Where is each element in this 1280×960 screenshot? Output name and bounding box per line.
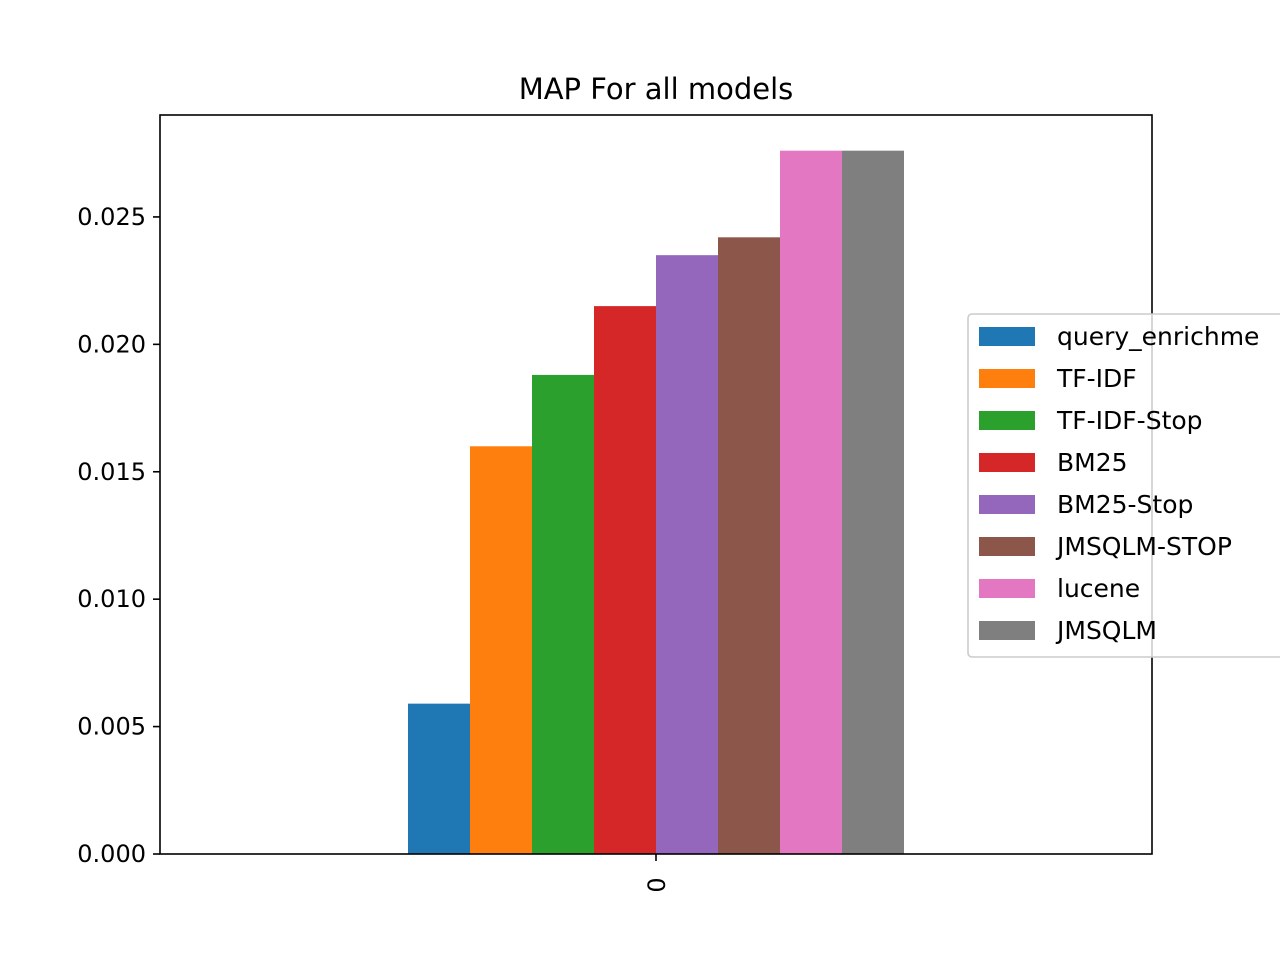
- legend-label-query-enrichme: query_enrichme: [1057, 322, 1259, 351]
- legend-swatch-bm25-stop: [979, 495, 1035, 514]
- y-tick-label: 0.000: [77, 840, 146, 868]
- legend-label-jmsqlm-stop: JMSQLM-STOP: [1055, 532, 1232, 561]
- legend-frame: [967, 313, 1280, 658]
- y-tick-label: 0.015: [77, 458, 146, 486]
- bar-jmsqlm-stop: [718, 237, 780, 854]
- y-tick-label: 0.005: [77, 713, 146, 741]
- y-tick-label: 0.025: [77, 203, 146, 231]
- bar-bm25: [594, 306, 656, 854]
- legend-label-tf-idf-stop: TF-IDF-Stop: [1056, 406, 1203, 435]
- legend-swatch-tf-idf: [979, 369, 1035, 388]
- chart-title: MAP For all models: [519, 72, 794, 106]
- legend-swatch-jmsqlm-stop: [979, 537, 1035, 556]
- legend-label-jmsqlm: JMSQLM: [1055, 616, 1157, 645]
- x-tick-label: 0: [643, 877, 671, 892]
- bars-group: [408, 150, 904, 854]
- legend-swatch-lucene: [979, 579, 1035, 598]
- legend-swatch-tf-idf-stop: [979, 411, 1035, 430]
- legend: query_enrichme TF-IDF TF-IDF-Stop BM25 BM25-…: [967, 313, 1280, 658]
- legend-label-bm25-stop: BM25-Stop: [1057, 490, 1193, 519]
- bar-bm25-stop: [656, 255, 718, 854]
- y-tick-label: 0.010: [77, 585, 146, 613]
- x-axis: 0: [643, 854, 671, 893]
- y-tick-label: 0.020: [77, 330, 146, 358]
- legend-swatch-bm25: [979, 453, 1035, 472]
- bar-lucene: [780, 150, 842, 854]
- legend-label-tf-idf: TF-IDF: [1056, 364, 1137, 393]
- y-axis: 0.000 0.005 0.010 0.015 0.020 0.025: [77, 203, 160, 868]
- bar-jmsqlm: [842, 150, 904, 854]
- legend-swatch-jmsqlm: [979, 621, 1035, 640]
- bar-tf-idf-stop: [532, 374, 594, 854]
- bar-tf-idf: [470, 446, 532, 854]
- legend-label-lucene: lucene: [1057, 574, 1140, 603]
- legend-label-bm25: BM25: [1057, 448, 1128, 477]
- legend-swatch-query-enrichme: [979, 327, 1035, 346]
- bar-query-enrichme: [408, 703, 470, 854]
